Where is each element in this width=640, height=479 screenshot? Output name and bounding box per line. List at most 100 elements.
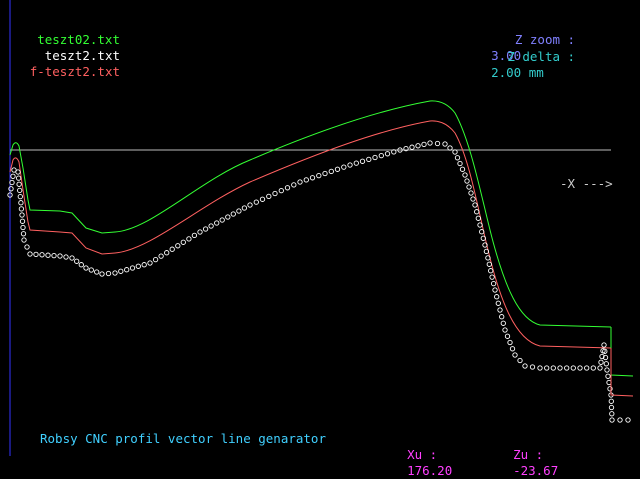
profile-point	[259, 196, 266, 202]
profile-curve-f-teszt2	[9, 120, 612, 349]
profile-point	[27, 251, 33, 257]
profile-point	[564, 365, 570, 371]
profile-point	[147, 260, 153, 266]
profile-point	[577, 365, 583, 371]
profile-point	[486, 261, 492, 267]
profile-point	[105, 270, 112, 277]
profile-plot-canvas[interactable]	[0, 0, 640, 456]
profile-point	[482, 242, 488, 248]
profile-point	[20, 224, 26, 231]
z-delta-label: Z delta :	[507, 49, 576, 64]
profile-point	[208, 223, 214, 229]
profile-point	[609, 411, 615, 417]
profile-point	[447, 145, 453, 151]
profile-points-teszt2	[7, 140, 631, 423]
profile-point	[236, 208, 242, 214]
profile-point	[83, 265, 89, 271]
profile-point	[88, 267, 94, 273]
z-delta-value: 2.00 mm	[491, 65, 544, 80]
profile-point	[17, 193, 23, 200]
profile-point	[466, 184, 472, 190]
profile-point	[347, 162, 353, 168]
profile-point	[8, 186, 14, 192]
profile-point	[278, 187, 284, 194]
zu-coordinate-readout: Zu : -23.67	[498, 431, 558, 479]
profile-point	[19, 218, 26, 224]
profile-point	[303, 177, 309, 183]
profile-point	[500, 320, 506, 326]
profile-point	[169, 246, 175, 252]
profile-point	[19, 212, 25, 218]
legend-label-teszt2: teszt2.txt	[44, 48, 120, 63]
profile-point	[297, 179, 303, 185]
profile-point	[359, 158, 366, 164]
profile-point	[617, 417, 623, 423]
profile-point	[322, 170, 328, 177]
profile-curve-teszt02	[9, 100, 612, 328]
xu-label: Xu :	[407, 447, 438, 462]
profile-point	[502, 327, 508, 333]
profile-point	[427, 140, 433, 146]
profile-point	[485, 255, 491, 261]
profile-point	[602, 354, 609, 361]
z-delta-readout: Z delta : 2.00 mm	[470, 33, 575, 81]
profile-point	[366, 156, 372, 163]
profile-point	[489, 274, 495, 280]
profile-point	[11, 167, 17, 173]
profile-point	[225, 214, 231, 220]
profile-point	[550, 365, 556, 371]
profile-point	[625, 417, 631, 423]
profile-point	[415, 143, 421, 149]
profile-point	[214, 220, 220, 226]
profile-point	[584, 365, 590, 371]
profile-point	[403, 145, 409, 152]
profile-point	[180, 239, 186, 245]
profile-point	[15, 169, 21, 175]
profile-point	[266, 193, 272, 200]
profile-point	[135, 263, 141, 269]
profile-point	[384, 151, 391, 157]
profile-point	[141, 262, 147, 268]
profile-point	[20, 231, 27, 237]
profile-point	[488, 268, 494, 274]
profile-point	[164, 250, 170, 256]
z-zoom-readout: Z zoom : 3.00	[470, 16, 575, 64]
profile-point	[39, 252, 45, 258]
profile-point	[18, 200, 24, 206]
xu-value: 176.20	[407, 463, 453, 478]
profile-point	[470, 196, 476, 202]
profile-point	[219, 217, 225, 223]
profile-point	[597, 365, 603, 371]
profile-point	[272, 190, 278, 197]
profile-point	[51, 252, 57, 259]
profile-point	[602, 348, 608, 354]
profile-point	[230, 211, 236, 217]
profile-point	[495, 300, 501, 306]
profile-point	[291, 182, 297, 188]
profile-point	[57, 253, 63, 259]
profile-point	[7, 192, 13, 198]
z-zoom-label: Z zoom :	[514, 32, 576, 47]
profile-point	[152, 256, 159, 263]
profile-point	[492, 287, 498, 293]
profile-point	[74, 258, 80, 264]
profile-point	[544, 365, 550, 371]
profile-point	[16, 181, 22, 187]
profile-point	[421, 141, 427, 148]
profile-point	[309, 175, 316, 181]
profile-point	[603, 361, 609, 367]
profile-point	[24, 244, 30, 250]
profile-point	[341, 164, 347, 170]
profile-point	[18, 206, 25, 212]
profile-point	[475, 215, 481, 221]
profile-point	[94, 269, 100, 275]
legend-label-teszt02: teszt02.txt	[37, 32, 120, 47]
legend-item-teszt02: teszt02.txt	[0, 16, 120, 48]
profile-point	[69, 255, 75, 261]
x-direction-arrow: -X --->	[560, 176, 613, 191]
profile-point	[499, 314, 505, 320]
profile-point	[112, 270, 118, 276]
profile-point	[202, 226, 209, 232]
profile-point	[45, 252, 51, 258]
profile-point	[459, 166, 466, 172]
